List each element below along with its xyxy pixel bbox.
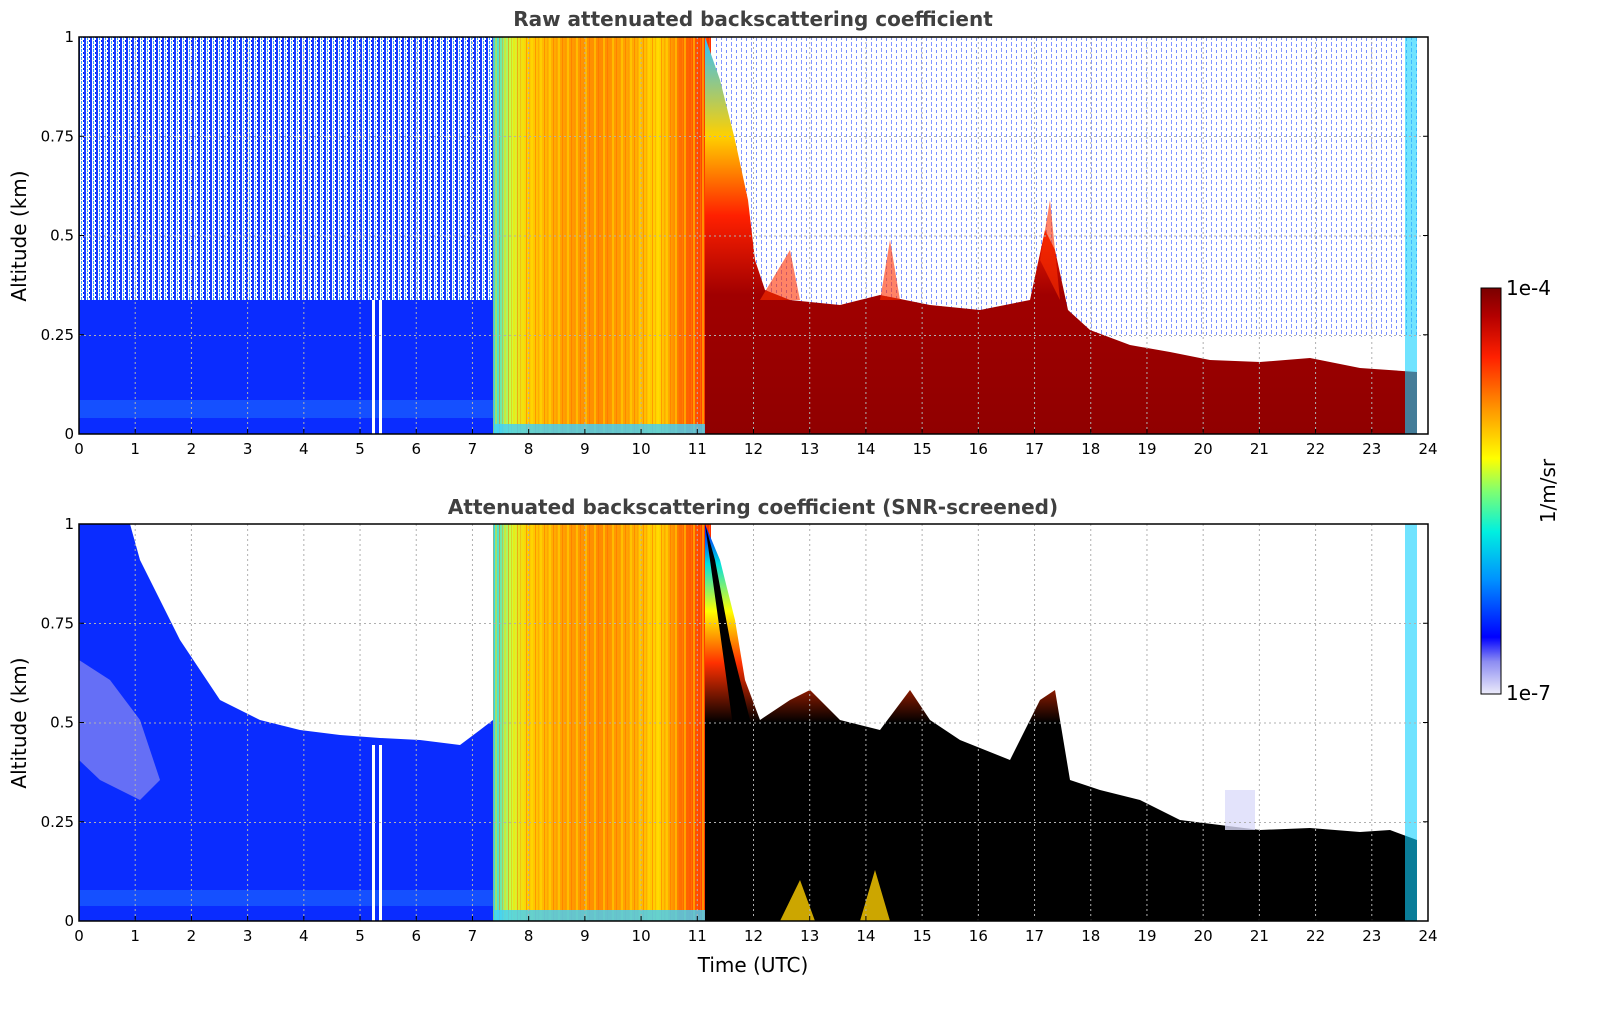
x-tick-label: 11 <box>688 927 707 945</box>
x-tick-label: 19 <box>1137 927 1156 945</box>
y-tick-label: 0.75 <box>41 127 74 145</box>
x-ticks-2: 0 1 2 3 4 5 6 7 8 9 10 11 12 13 14 15 16 17 18 19 20 21 22 23 24 <box>74 916 1438 945</box>
y-ticks-2: 0 0.25 0.5 0.75 1 <box>41 515 1428 930</box>
x-tick-label: 22 <box>1306 440 1325 458</box>
screened-aerosol-2 <box>79 524 493 921</box>
x-tick-label: 20 <box>1194 927 1213 945</box>
x-tick-label: 6 <box>411 440 421 458</box>
x-tick-label: 20 <box>1194 440 1213 458</box>
x-tick-label: 10 <box>632 927 651 945</box>
colorbar-gradient <box>1480 287 1502 695</box>
x-tick-label: 24 <box>1418 440 1437 458</box>
x-tick-label: 7 <box>468 440 478 458</box>
x-tick-label: 13 <box>800 440 819 458</box>
x-tick-label: 6 <box>411 927 421 945</box>
x-tick-label: 15 <box>913 440 932 458</box>
x-tick-label: 1 <box>130 440 140 458</box>
x-gridlines-1 <box>134 37 1373 434</box>
cloud-layer-1 <box>705 37 1417 434</box>
colorbar-unit-label: 1/m/sr <box>1536 458 1560 523</box>
x-tick-label: 5 <box>355 440 365 458</box>
x-tick-label: 12 <box>744 440 763 458</box>
x-tick-label: 13 <box>800 927 819 945</box>
x-tick-label: 14 <box>856 927 875 945</box>
x-tick-label: 18 <box>1081 440 1100 458</box>
x-tick-label: 18 <box>1081 927 1100 945</box>
y-tick-label: 0 <box>64 425 74 443</box>
chart-title-1: Raw attenuated backscattering coefficien… <box>513 7 993 31</box>
x-tick-label: 12 <box>744 927 763 945</box>
y-tick-label: 0.5 <box>50 227 74 245</box>
x-tick-label: 17 <box>1025 927 1044 945</box>
x-tick-label: 0 <box>74 927 84 945</box>
x-tick-label: 11 <box>688 440 707 458</box>
x-tick-label: 21 <box>1250 927 1269 945</box>
x-tick-label: 23 <box>1362 927 1381 945</box>
y-tick-label: 1 <box>64 515 74 533</box>
x-tick-label: 0 <box>74 440 84 458</box>
noise-region-1 <box>79 37 499 337</box>
chart-title-2: Attenuated backscattering coefficient (S… <box>448 495 1058 519</box>
x-tick-label: 2 <box>187 927 197 945</box>
x-tick-label: 23 <box>1362 440 1381 458</box>
x-tick-label: 16 <box>969 440 988 458</box>
x-tick-label: 19 <box>1137 440 1156 458</box>
x-tick-label: 9 <box>580 927 590 945</box>
x-tick-label: 4 <box>299 440 309 458</box>
x-tick-label: 8 <box>524 927 534 945</box>
x-axis-label: Time (UTC) <box>697 953 809 977</box>
x-tick-label: 8 <box>524 440 534 458</box>
x-tick-label: 15 <box>913 927 932 945</box>
x-tick-label: 2 <box>187 440 197 458</box>
x-tick-label: 1 <box>130 927 140 945</box>
x-gridlines-2 <box>134 524 1373 921</box>
x-tick-label: 24 <box>1418 927 1437 945</box>
x-tick-label: 21 <box>1250 440 1269 458</box>
y-axis-label-2: Altitude (km) <box>7 657 31 788</box>
x-tick-label: 22 <box>1306 927 1325 945</box>
x-tick-label: 16 <box>969 927 988 945</box>
x-tick-label: 4 <box>299 927 309 945</box>
x-tick-label: 17 <box>1025 440 1044 458</box>
y-tick-label: 0.75 <box>41 614 74 632</box>
colorbar: 1e-4 1e-7 1/m/sr <box>1480 276 1560 705</box>
x-tick-label: 14 <box>856 440 875 458</box>
y-tick-label: 1 <box>64 28 74 46</box>
y-tick-label: 0 <box>64 912 74 930</box>
x-tick-label: 3 <box>243 440 253 458</box>
panel-raw: 0 1 2 3 4 5 6 7 8 9 10 11 12 13 14 15 16 17 18 19 20 21 22 23 24… <box>7 7 1438 458</box>
colorbar-min-label: 1e-7 <box>1506 681 1551 705</box>
y-tick-label: 0.5 <box>50 714 74 732</box>
y-tick-label: 0.25 <box>41 326 74 344</box>
x-tick-label: 3 <box>243 927 253 945</box>
panel-screened: 0 1 2 3 4 5 6 7 8 9 10 11 12 13 14 15 16 17 18 19 20 21 22 23 24… <box>7 495 1438 977</box>
colorbar-max-label: 1e-4 <box>1506 276 1551 300</box>
x-tick-label: 10 <box>632 440 651 458</box>
x-tick-label: 7 <box>468 927 478 945</box>
x-ticks-1: 0 1 2 3 4 5 6 7 8 9 10 11 12 13 14 15 16 17 18 19 20 21 22 23 24 <box>74 429 1438 458</box>
x-tick-label: 9 <box>580 440 590 458</box>
sparse-noise-1 <box>712 37 1417 337</box>
y-tick-label: 0.25 <box>41 813 74 831</box>
y-axis-label-1: Altitude (km) <box>7 170 31 301</box>
x-tick-label: 5 <box>355 927 365 945</box>
y-ticks-1: 0 0.25 0.5 0.75 1 <box>41 28 1428 443</box>
